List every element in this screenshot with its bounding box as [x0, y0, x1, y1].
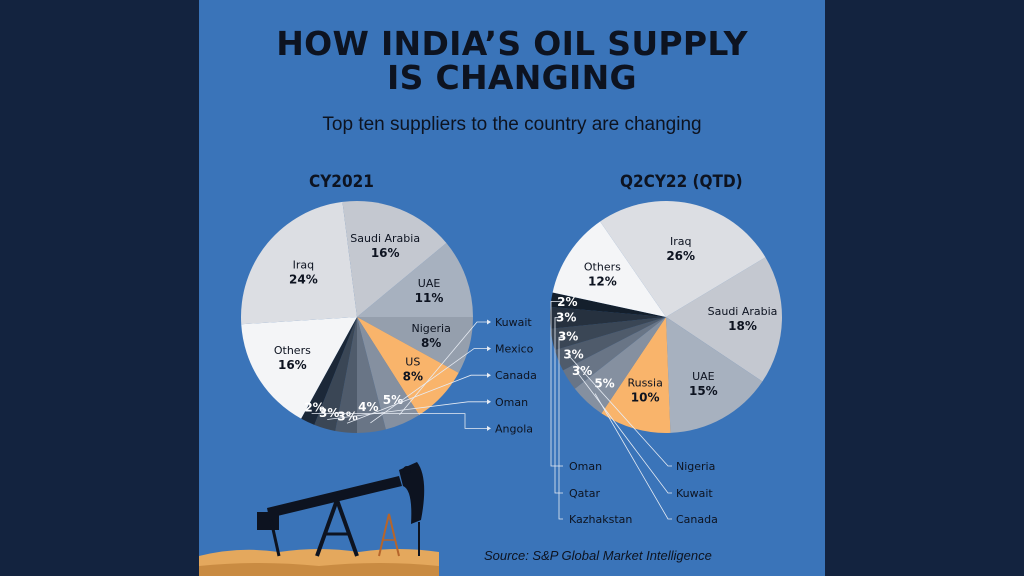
chart-title-cy2021: CY2021: [309, 172, 374, 192]
leader-line-canada: [346, 374, 487, 424]
slice-label-us: US: [405, 355, 420, 368]
counterweight: [257, 512, 279, 530]
slice-value-oman: 3%: [319, 406, 339, 420]
slice-value-russia: 10%: [631, 391, 660, 405]
slice-russia: [601, 317, 671, 433]
slice-us: [357, 317, 459, 415]
slice-value-angola: 2%: [304, 400, 324, 414]
slice-oman: [314, 317, 357, 431]
slice-label-iraq: Iraq: [293, 259, 315, 272]
slice-iraq: [600, 201, 766, 317]
slice-mexico: [357, 317, 386, 433]
slice-qatar: [549, 306, 666, 329]
slice-kazhakstan: [550, 317, 666, 351]
infographic-panel: HOW INDIA’S OIL SUPPLY IS CHANGING Top t…: [199, 0, 825, 576]
derrick: [378, 513, 400, 557]
slice-value-uae: 11%: [415, 291, 444, 305]
ground-shadow: [199, 563, 439, 576]
slice-value-saudi-arabia: 18%: [728, 319, 757, 333]
slice-iraq: [241, 201, 357, 325]
chart-title-q2cy22: Q2CY22 (QTD): [620, 172, 743, 192]
slice-value-kazhakstan: 3%: [558, 329, 578, 343]
slice-value-us: 8%: [403, 369, 423, 383]
slice-oman: [550, 292, 666, 317]
walking-beam: [267, 476, 402, 518]
slice-nigeria: [554, 317, 666, 371]
callout-nigeria: Nigeria: [676, 460, 715, 473]
slice-value-others: 16%: [278, 358, 307, 372]
title-line-2: IS CHANGING: [387, 58, 637, 97]
slice-value-mexico: 4%: [358, 400, 378, 414]
pie-cy2021: UAE11%Nigeria8%US8%5%4%3%3%2%Others16%Ir…: [241, 200, 537, 435]
subtitle: Top ten suppliers to the country are cha…: [322, 114, 702, 135]
slice-label-others: Others: [584, 260, 621, 273]
pie-q2cy22: Saudi Arabia18%UAE15%Russia10%5%3%3%3%3%…: [549, 201, 782, 526]
slice-value-iraq: 24%: [289, 273, 318, 287]
leader-arrow-canada: [487, 372, 491, 378]
slice-label-uae: UAE: [418, 277, 441, 290]
slice-uae: [666, 317, 763, 433]
leader-line-oman: [550, 300, 563, 467]
leader-line-angola: [311, 413, 487, 429]
slice-nigeria: [357, 317, 473, 373]
oil-pump-illustration: [199, 462, 439, 576]
slice-value-canada: 3%: [337, 409, 357, 423]
leader-line-canada: [594, 393, 672, 520]
slice-uae: [357, 243, 473, 317]
slice-value-others: 12%: [588, 274, 617, 288]
callout-kazhakstan: Kazhakstan: [569, 513, 632, 526]
slice-others: [552, 221, 666, 317]
leader-arrow-oman: [487, 399, 491, 405]
slice-label-uae: UAE: [692, 370, 715, 383]
title-line-1: HOW INDIA’S OIL SUPPLY: [276, 24, 748, 63]
leader-line-nigeria: [568, 355, 672, 467]
leader-line-kuwait: [577, 373, 672, 494]
callout-kuwait: Kuwait: [676, 487, 713, 500]
pie-charts: UAE11%Nigeria8%US8%5%4%3%3%2%Others16%Ir…: [199, 200, 782, 576]
slice-value-kuwait: 5%: [383, 393, 403, 407]
leader-arrow-mexico: [487, 346, 491, 352]
callout-oman: Oman: [495, 396, 528, 409]
slice-value-saudi-arabia: 16%: [371, 246, 400, 260]
slice-label-saudi-arabia: Saudi Arabia: [708, 305, 778, 318]
callout-oman: Oman: [569, 460, 602, 473]
slice-value-nigeria: 3%: [563, 347, 583, 361]
source-note: Source: S&P Global Market Intelligence: [484, 548, 712, 563]
slice-canada: [574, 317, 666, 414]
leader-arrow-angola: [487, 425, 491, 431]
callout-kuwait: Kuwait: [495, 316, 532, 329]
slice-angola: [301, 317, 357, 425]
beam-pivot: [403, 466, 411, 474]
pitman-arm: [269, 519, 281, 557]
slice-label-others: Others: [274, 344, 311, 357]
slice-value-iraq: 26%: [666, 249, 695, 263]
slice-label-iraq: Iraq: [670, 235, 692, 248]
slice-label-saudi-arabia: Saudi Arabia: [350, 232, 420, 245]
slice-label-russia: Russia: [627, 377, 662, 390]
slice-saudi-arabia: [342, 200, 447, 317]
leader-line-mexico: [370, 348, 487, 424]
callout-mexico: Mexico: [495, 343, 534, 356]
callout-qatar: Qatar: [569, 487, 600, 500]
slice-label-nigeria: Nigeria: [411, 322, 450, 335]
slice-value-qatar: 3%: [556, 311, 576, 325]
slice-value-oman: 2%: [557, 295, 577, 309]
leader-line-kazhakstan: [558, 336, 564, 520]
slice-kuwait: [563, 317, 666, 389]
slice-value-nigeria: 8%: [421, 336, 441, 350]
slice-others: [241, 317, 357, 419]
callout-canada: Canada: [676, 513, 718, 526]
slice-value-canada: 5%: [594, 376, 614, 390]
samson-post: [315, 494, 359, 557]
callout-canada: Canada: [495, 369, 537, 382]
slice-value-uae: 15%: [689, 384, 718, 398]
callout-angola: Angola: [495, 422, 533, 435]
slice-saudi-arabia: [666, 257, 782, 382]
leader-arrow-kuwait: [487, 319, 491, 325]
slice-canada: [335, 317, 357, 433]
horse-head: [399, 462, 425, 524]
